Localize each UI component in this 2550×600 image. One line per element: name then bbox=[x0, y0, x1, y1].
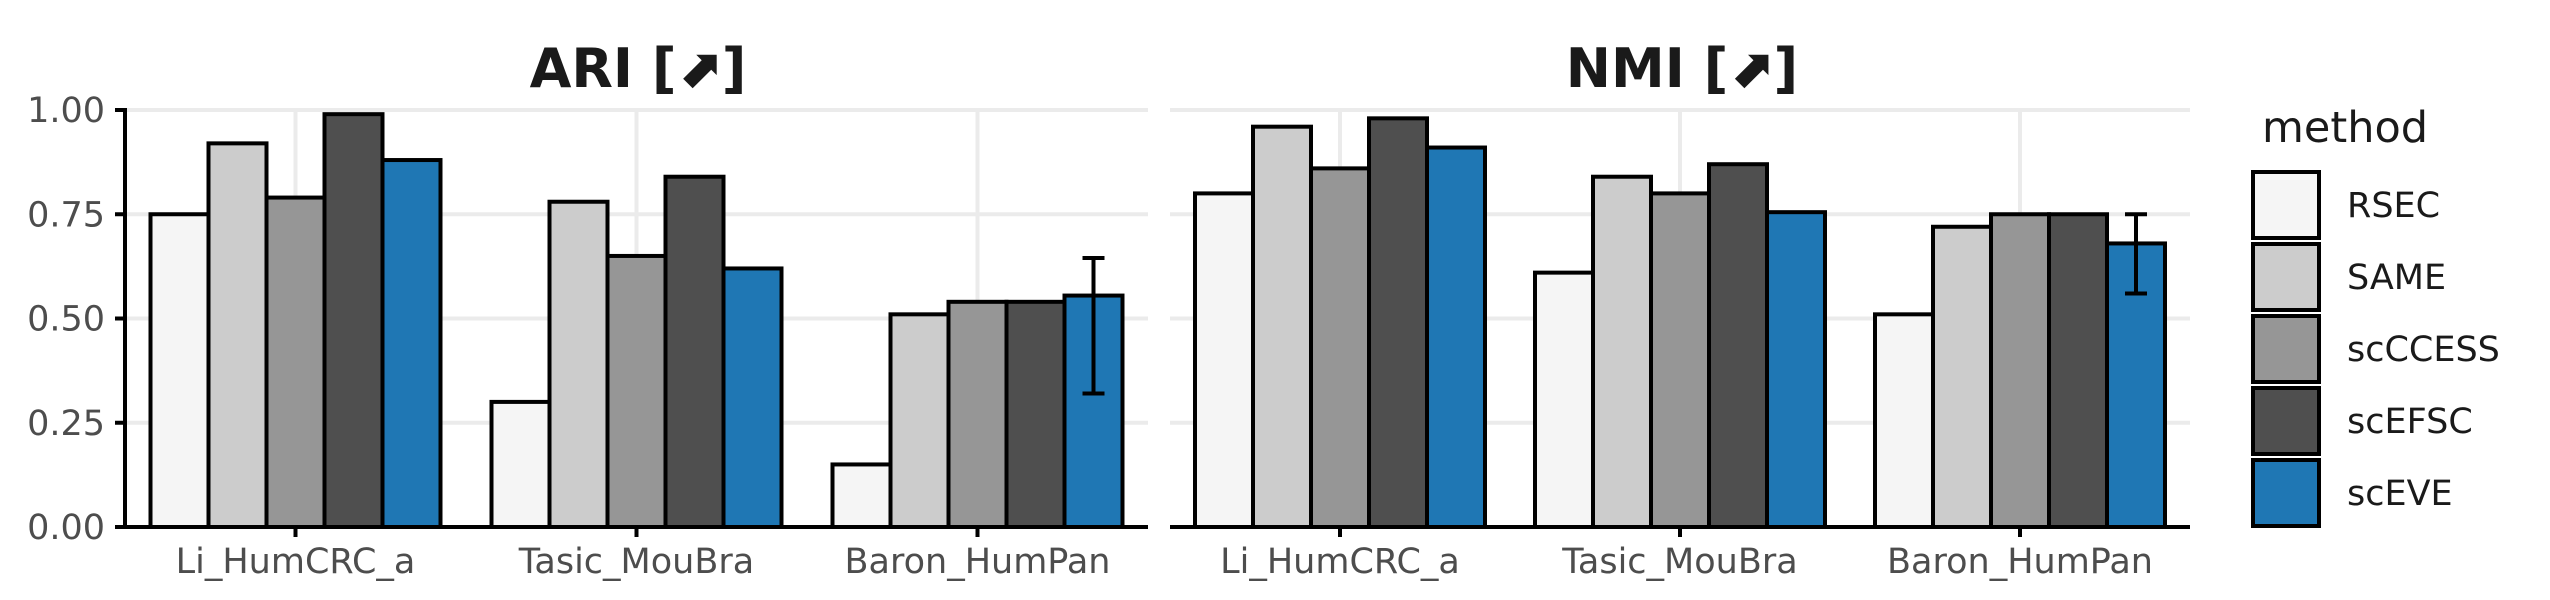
bar-ari-tasic-moubra-scccess bbox=[605, 253, 668, 529]
legend-label-rsec: RSEC bbox=[2347, 186, 2440, 226]
bar-nmi-tasic-moubra-same bbox=[1591, 174, 1653, 529]
bar-nmi-li-humcrc-a-sceve bbox=[1425, 145, 1487, 529]
x-tick-label-li-humcrc-a: Li_HumCRC_a bbox=[176, 542, 416, 582]
x-tick-label-tasic-moubra: Tasic_MouBra bbox=[1561, 542, 1797, 582]
bar-ari-li-humcrc-a-same bbox=[206, 141, 269, 530]
x-axis-nmi: Li_HumCRC_a Tasic_MouBra Baron_HumPan bbox=[1220, 527, 2153, 582]
y-tick-label: 0.75 bbox=[27, 195, 105, 235]
bar-nmi-tasic-moubra-scefsc bbox=[1707, 162, 1769, 530]
bar-ari-li-humcrc-a-sceve bbox=[380, 158, 443, 529]
panel-title-nmi: NMI [⬈] bbox=[1566, 37, 1798, 100]
bar-nmi-baron-humpan-rsec bbox=[1873, 312, 1935, 529]
y-tick-label: 0.25 bbox=[27, 404, 105, 444]
bar-nmi-tasic-moubra-sceve bbox=[1765, 210, 1827, 529]
bar-nmi-li-humcrc-a-scefsc bbox=[1367, 116, 1429, 529]
bars-ari bbox=[148, 112, 1125, 530]
x-tick-label-baron-humpan: Baron_HumPan bbox=[1887, 542, 2153, 582]
bar-ari-li-humcrc-a-scefsc bbox=[322, 112, 385, 529]
axis-lines-ari bbox=[123, 108, 1148, 529]
legend-items: RSEC SAME scCCESS scEFSC scEVE bbox=[2251, 170, 2500, 528]
legend-label-scefsc: scEFSC bbox=[2347, 402, 2473, 442]
bar-ari-baron-humpan-same bbox=[888, 312, 951, 529]
y-tick-label: 0.00 bbox=[27, 508, 105, 548]
legend-key-scefsc bbox=[2251, 386, 2321, 456]
bar-ari-tasic-moubra-scefsc bbox=[663, 174, 726, 529]
bar-nmi-baron-humpan-same bbox=[1931, 224, 1993, 529]
panel-nmi: NMI [⬈] Li_HumCRC_a Tasic_MouBra Baron_Hum… bbox=[1170, 37, 2190, 582]
y-tick-label: 1.00 bbox=[27, 91, 105, 131]
legend-label-scccess: scCCESS bbox=[2347, 330, 2500, 370]
legend-label-sceve: scEVE bbox=[2347, 474, 2453, 514]
bar-ari-baron-humpan-rsec bbox=[830, 462, 893, 530]
bar-ari-tasic-moubra-rsec bbox=[489, 399, 552, 529]
bar-ari-li-humcrc-a-scccess bbox=[264, 195, 327, 529]
legend-key-same bbox=[2251, 242, 2321, 312]
panel-ari: ARI [⬈] 0.00 0.25 0.50 0.75 1.00 Li_HumCRC_a… bbox=[27, 37, 1148, 582]
bar-nmi-baron-humpan-scefsc bbox=[2047, 212, 2109, 529]
bar-ari-baron-humpan-scefsc bbox=[1004, 299, 1067, 529]
bar-nmi-tasic-moubra-scccess bbox=[1649, 191, 1711, 529]
bar-nmi-li-humcrc-a-same bbox=[1251, 124, 1313, 530]
legend-title: method bbox=[2262, 103, 2428, 153]
x-axis-ari: Li_HumCRC_a Tasic_MouBra Baron_HumPan bbox=[176, 527, 1111, 582]
bar-nmi-tasic-moubra-rsec bbox=[1533, 270, 1595, 529]
x-tick-label-tasic-moubra: Tasic_MouBra bbox=[518, 542, 754, 582]
x-tick-label-li-humcrc-a: Li_HumCRC_a bbox=[1220, 542, 1460, 582]
legend-key-rsec bbox=[2251, 170, 2321, 240]
bars-nmi bbox=[1193, 116, 2167, 530]
panel-title-ari: ARI [⬈] bbox=[530, 37, 747, 100]
x-tick-label-baron-humpan: Baron_HumPan bbox=[845, 542, 1111, 582]
legend-key-sceve bbox=[2251, 458, 2321, 528]
bar-ari-li-humcrc-a-rsec bbox=[148, 212, 211, 529]
legend-key-scccess bbox=[2251, 314, 2321, 384]
legend-label-same: SAME bbox=[2347, 258, 2446, 298]
bar-ari-tasic-moubra-sceve bbox=[721, 266, 784, 529]
bar-ari-baron-humpan-scccess bbox=[946, 299, 1009, 529]
error-bars-ari bbox=[1082, 256, 1105, 396]
bar-nmi-li-humcrc-a-scccess bbox=[1309, 166, 1371, 529]
bar-nmi-li-humcrc-a-rsec bbox=[1193, 191, 1255, 529]
y-tick-label: 0.50 bbox=[27, 300, 105, 340]
bar-nmi-baron-humpan-scccess bbox=[1989, 212, 2051, 529]
bar-ari-tasic-moubra-same bbox=[547, 199, 610, 530]
error-bars-nmi bbox=[2125, 212, 2147, 296]
legend: method RSEC SAME scCCESS scEFSC scEVE bbox=[2251, 103, 2500, 528]
y-axis-ari: 0.00 0.25 0.50 0.75 1.00 bbox=[27, 91, 125, 548]
